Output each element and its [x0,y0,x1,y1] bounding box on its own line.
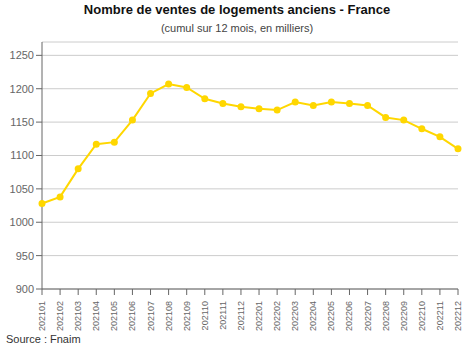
svg-text:202106: 202106 [127,301,137,331]
svg-text:202110: 202110 [200,301,210,330]
svg-text:202202: 202202 [272,301,282,331]
svg-text:202108: 202108 [164,301,174,331]
svg-text:900: 900 [16,283,34,295]
svg-text:202103: 202103 [73,301,83,331]
svg-text:202201: 202201 [254,301,264,331]
svg-text:1100: 1100 [10,149,34,161]
svg-text:1000: 1000 [10,216,34,228]
svg-text:202206: 202206 [344,301,354,331]
svg-text:202109: 202109 [182,301,192,331]
svg-text:1150: 1150 [10,116,34,128]
html-text:Source : Fnaim: Source : Fnaim [6,333,81,345]
svg-text:202102: 202102 [55,301,65,331]
svg-text:202104: 202104 [91,301,101,331]
svg-text:202101: 202101 [37,301,47,331]
svg-text:202112: 202112 [236,301,246,330]
svg-text:202208: 202208 [381,301,391,331]
svg-text:202209: 202209 [399,301,409,331]
svg-text:202107: 202107 [146,301,156,331]
html-text:Nombre de ventes de logements: Nombre de ventes de logements anciens - … [83,2,391,17]
html-text:(cumul sur 12 mois, en millier: (cumul sur 12 mois, en milliers) [160,22,314,34]
svg-text:202211: 202211 [435,301,445,330]
svg-text:202207: 202207 [363,301,373,331]
svg-text:202205: 202205 [326,301,336,331]
svg-text:1250: 1250 [10,49,34,61]
svg-text:1050: 1050 [10,183,34,195]
svg-text:1200: 1200 [10,83,34,95]
svg-text:202204: 202204 [308,301,318,331]
svg-text:202203: 202203 [290,301,300,331]
svg-text:202212: 202212 [453,301,463,331]
svg-text:202105: 202105 [109,301,119,331]
svg-text:202111: 202111 [218,301,228,330]
svg-text:950: 950 [16,250,34,262]
svg-text:202210: 202210 [417,301,427,331]
